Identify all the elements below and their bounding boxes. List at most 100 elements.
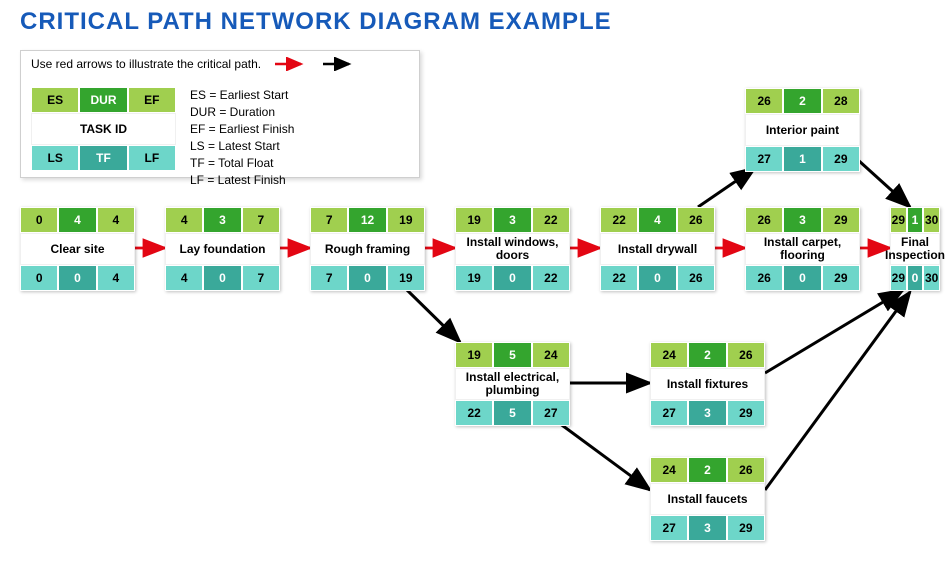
task-label: Install windows, doors [455, 233, 570, 265]
ef: 30 [923, 207, 940, 233]
ls: 27 [650, 515, 688, 541]
task-node-rough-framing: 71219Rough framing7019 [310, 207, 425, 291]
ef: 26 [727, 457, 765, 483]
lf: 29 [822, 146, 860, 172]
dur: 4 [638, 207, 676, 233]
es: 26 [745, 207, 783, 233]
ls: 0 [20, 265, 58, 291]
tf: 0 [58, 265, 96, 291]
lf: 7 [242, 265, 280, 291]
task-node-interior-paint: 26228Interior paint27129 [745, 88, 860, 172]
es: 26 [745, 88, 783, 114]
lf: 19 [387, 265, 425, 291]
es: 7 [310, 207, 348, 233]
es: 4 [165, 207, 203, 233]
page-title: CRITICAL PATH NETWORK DIAGRAM EXAMPLE [20, 8, 612, 36]
dur: 2 [783, 88, 821, 114]
task-label: Lay foundation [165, 233, 280, 265]
ef: 26 [727, 342, 765, 368]
task-node-lay-foundation: 437Lay foundation407 [165, 207, 280, 291]
lf: 29 [727, 400, 765, 426]
tf: 0 [907, 265, 924, 291]
tf: 0 [203, 265, 241, 291]
legend-dur: DUR [79, 87, 127, 113]
task-node-final-inspection: 29130Final Inspection29030 [890, 207, 940, 291]
legend-ls: LS [31, 145, 79, 171]
task-node-clear-site: 044Clear site004 [20, 207, 135, 291]
task-label: Rough framing [310, 233, 425, 265]
ls: 4 [165, 265, 203, 291]
ef: 28 [822, 88, 860, 114]
dur: 2 [688, 457, 726, 483]
ls: 7 [310, 265, 348, 291]
dur: 12 [348, 207, 386, 233]
ef: 26 [677, 207, 715, 233]
dur: 5 [493, 342, 531, 368]
task-label: Install electrical, plumbing [455, 368, 570, 400]
ef: 24 [532, 342, 570, 368]
es: 29 [890, 207, 907, 233]
lf: 22 [532, 265, 570, 291]
ef: 29 [822, 207, 860, 233]
es: 24 [650, 342, 688, 368]
es: 24 [650, 457, 688, 483]
ls: 19 [455, 265, 493, 291]
tf: 0 [783, 265, 821, 291]
ef: 4 [97, 207, 135, 233]
tf: 0 [638, 265, 676, 291]
task-node-install-carpet: 26329Install carpet, flooring26029 [745, 207, 860, 291]
task-node-install-drywall: 22426Install drywall22026 [600, 207, 715, 291]
dur: 4 [58, 207, 96, 233]
es: 0 [20, 207, 58, 233]
edge-interior-paint-to-final-inspection [858, 160, 910, 207]
lf: 30 [923, 265, 940, 291]
task-label: Install faucets [650, 483, 765, 515]
task-label: Install carpet, flooring [745, 233, 860, 265]
legend-taskid: TASK ID [31, 113, 176, 145]
ls: 29 [890, 265, 907, 291]
lf: 29 [822, 265, 860, 291]
ls: 27 [650, 400, 688, 426]
legend-tf: TF [79, 145, 127, 171]
task-label: Interior paint [745, 114, 860, 146]
edge-rough-framing-to-install-elec [407, 290, 460, 342]
edge-install-drywall-to-interior-paint [698, 168, 755, 207]
tf: 1 [783, 146, 821, 172]
task-node-install-fixtures: 24226Install fixtures27329 [650, 342, 765, 426]
tf: 5 [493, 400, 531, 426]
dur: 1 [907, 207, 924, 233]
ls: 26 [745, 265, 783, 291]
ef: 22 [532, 207, 570, 233]
dur: 3 [203, 207, 241, 233]
es: 22 [600, 207, 638, 233]
legend-es: ES [31, 87, 79, 113]
dur: 3 [493, 207, 531, 233]
task-label: Clear site [20, 233, 135, 265]
dur: 2 [688, 342, 726, 368]
tf: 3 [688, 400, 726, 426]
task-node-install-elec: 19524Install electrical, plumbing22527 [455, 342, 570, 426]
legend-box: Use red arrows to illustrate the critica… [20, 50, 420, 178]
ls: 27 [745, 146, 783, 172]
task-node-install-faucets: 24226Install faucets27329 [650, 457, 765, 541]
page: CRITICAL PATH NETWORK DIAGRAM EXAMPLE Us… [0, 0, 948, 567]
lf: 4 [97, 265, 135, 291]
legend-lf: LF [128, 145, 176, 171]
task-node-install-windows: 19322Install windows, doors19022 [455, 207, 570, 291]
dur: 3 [783, 207, 821, 233]
legend-node: ES DUR EF TASK ID LS TF LF [31, 87, 176, 171]
tf: 3 [688, 515, 726, 541]
lf: 26 [677, 265, 715, 291]
ls: 22 [455, 400, 493, 426]
task-label: Install fixtures [650, 368, 765, 400]
ef: 19 [387, 207, 425, 233]
task-label: Install drywall [600, 233, 715, 265]
es: 19 [455, 342, 493, 368]
lf: 29 [727, 515, 765, 541]
edge-install-faucets-to-final-inspection [765, 292, 910, 490]
legend-instruction: Use red arrows to illustrate the critica… [31, 57, 261, 71]
lf: 27 [532, 400, 570, 426]
es: 19 [455, 207, 493, 233]
tf: 0 [348, 265, 386, 291]
ls: 22 [600, 265, 638, 291]
